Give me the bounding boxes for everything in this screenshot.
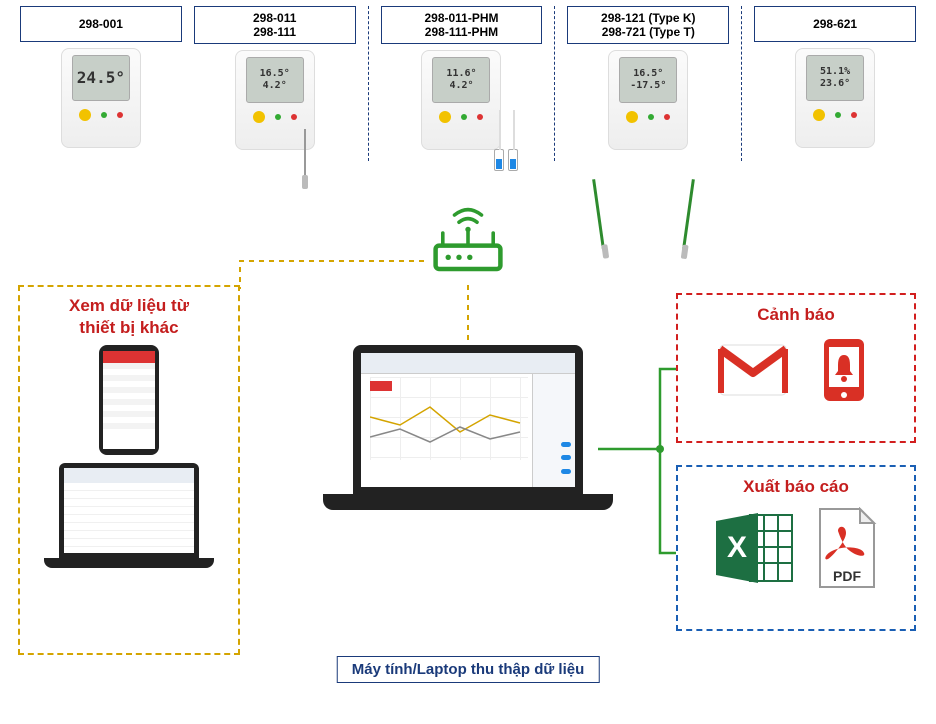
divider — [368, 6, 369, 161]
alert-box: Cảnh báo — [676, 293, 916, 443]
left-box-title: Xem dữ liệu từ thiết bị khác — [28, 295, 230, 339]
wifi-router-icon — [423, 197, 513, 292]
label-text: 298-001 — [79, 17, 123, 31]
divider — [741, 6, 742, 161]
device-lcd: 16.5° 4.2° — [246, 57, 304, 103]
label-text: 298-111 — [253, 25, 296, 39]
alert-title: Cảnh báo — [688, 305, 904, 325]
pdf-label: PDF — [833, 568, 861, 584]
phone-notification-icon — [818, 335, 874, 405]
product-label: 298-621 — [754, 6, 916, 42]
small-laptop-icon — [44, 463, 214, 568]
product-298-001: 298-001 24.5° — [20, 6, 182, 148]
lcd-value: 23.6° — [820, 78, 850, 90]
side-panel — [532, 374, 575, 487]
laptop-caption: Máy tính/Laptop thu thập dữ liệu — [337, 656, 600, 683]
device: 24.5° — [61, 48, 141, 148]
lcd-value: -17.5° — [630, 80, 666, 92]
right-column: Cảnh báo Xuất bá — [676, 293, 916, 631]
excel-icon: X — [712, 509, 796, 587]
lcd-value: 24.5° — [77, 68, 125, 87]
product-298-011-111: 298-011 298-111 16.5° 4.2° — [194, 6, 356, 150]
product-label: 298-121 (Type K) 298-721 (Type T) — [567, 6, 729, 44]
system-diagram: Xem dữ liệu từ thiết bị khác — [0, 161, 936, 691]
device-buttons — [79, 109, 123, 121]
lcd-value: 4.2° — [449, 80, 473, 92]
view-from-other-devices-box: Xem dữ liệu từ thiết bị khác — [18, 285, 240, 655]
label-text: 298-111-PHM — [425, 25, 498, 39]
gmail-icon — [718, 343, 788, 397]
device-buttons — [439, 111, 483, 123]
product-298-phm: 298-011-PHM 298-111-PHM 11.6° 4.2° — [381, 6, 543, 150]
label-text: 298-721 (Type T) — [602, 25, 695, 39]
device-buttons — [253, 111, 297, 123]
lcd-value: 16.5° — [633, 68, 663, 80]
product-label: 298-001 — [20, 6, 182, 42]
smartphone-icon — [99, 345, 159, 455]
device-buttons — [813, 109, 857, 121]
lcd-value: 4.2° — [263, 80, 287, 92]
device-lcd: 11.6° 4.2° — [432, 57, 490, 103]
product-label: 298-011-PHM 298-111-PHM — [381, 6, 543, 44]
laptop-screen — [361, 353, 575, 487]
lcd-value: 16.5° — [260, 68, 290, 80]
title-line: thiết bị khác — [79, 318, 178, 337]
main-laptop — [323, 345, 613, 510]
device: 11.6° 4.2° — [421, 50, 501, 150]
label-text: 298-121 (Type K) — [601, 11, 695, 25]
device: 51.1% 23.6° — [795, 48, 875, 148]
chart-area — [370, 377, 528, 460]
label-text: 298-011 — [253, 11, 296, 25]
device-lcd: 51.1% 23.6° — [806, 55, 864, 101]
device: 16.5° -17.5° — [608, 50, 688, 150]
product-298-621: 298-621 51.1% 23.6° — [754, 6, 916, 148]
pdf-icon: PDF — [814, 507, 880, 589]
svg-text:X: X — [727, 531, 747, 564]
lcd-value: 11.6° — [446, 68, 476, 80]
product-298-typek-t: 298-121 (Type K) 298-721 (Type T) 16.5° … — [567, 6, 729, 150]
products-row: 298-001 24.5° 298-011 298-111 16.5° 4.2°… — [0, 0, 936, 161]
export-title: Xuất báo cáo — [688, 477, 904, 497]
label-text: 298-011-PHM — [424, 11, 498, 25]
device-lcd: 24.5° — [72, 55, 130, 101]
divider — [554, 6, 555, 161]
device: 16.5° 4.2° — [235, 50, 315, 150]
device-lcd: 16.5° -17.5° — [619, 57, 677, 103]
label-text: 298-621 — [813, 17, 857, 31]
export-box: Xuất báo cáo X PDF — [676, 465, 916, 631]
product-label: 298-011 298-111 — [194, 6, 356, 44]
lcd-value: 51.1% — [820, 66, 850, 78]
app-toolbar — [361, 353, 575, 374]
device-buttons — [626, 111, 670, 123]
title-line: Xem dữ liệu từ — [69, 296, 189, 315]
